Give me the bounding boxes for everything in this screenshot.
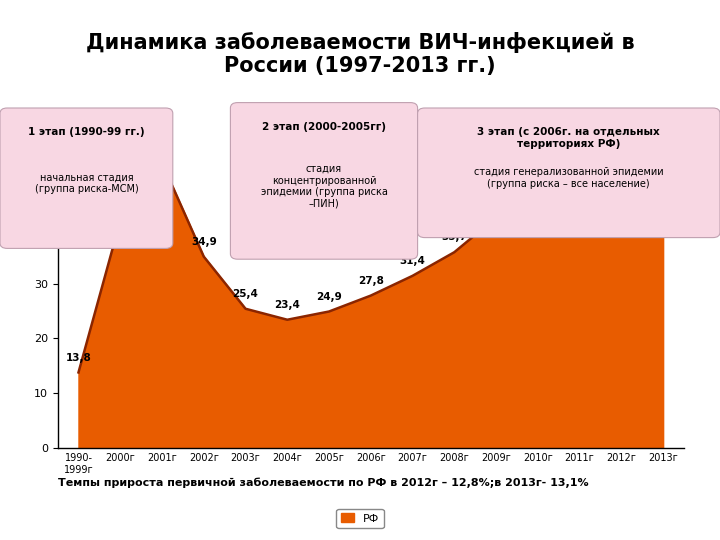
Text: 13,8: 13,8 xyxy=(66,353,91,362)
Text: начальная стадия
(группа риска-МСМ): начальная стадия (группа риска-МСМ) xyxy=(35,173,138,194)
Text: 2 этап (2000-2005гг): 2 этап (2000-2005гг) xyxy=(262,122,386,132)
Text: 48,8: 48,8 xyxy=(608,160,634,171)
Text: 1 этап (1990-99 гг.): 1 этап (1990-99 гг.) xyxy=(28,127,145,137)
Text: 25,4: 25,4 xyxy=(233,289,258,299)
Text: 52: 52 xyxy=(155,143,169,153)
Text: 3 этап (с 2006г. на отдельных
территориях РФ): 3 этап (с 2006г. на отдельных территория… xyxy=(477,127,660,148)
Text: 47: 47 xyxy=(531,170,545,180)
Text: Динамика заболеваемости ВИЧ-инфекцией в
России (1997-2013 гг.): Динамика заболеваемости ВИЧ-инфекцией в … xyxy=(86,32,634,76)
Text: 27,8: 27,8 xyxy=(358,276,384,286)
Text: 31,4: 31,4 xyxy=(400,256,426,266)
Text: 23,4: 23,4 xyxy=(274,300,300,310)
Text: стадия генерализованной эпидемии
(группа риска – все население): стадия генерализованной эпидемии (группа… xyxy=(474,167,664,189)
Text: стадия
концентрированной
эпидемии (группа риска
–ПИН): стадия концентрированной эпидемии (групп… xyxy=(261,164,387,208)
Text: 34,9: 34,9 xyxy=(191,237,217,247)
Text: РФ: РФ xyxy=(670,140,688,150)
Text: 24,9: 24,9 xyxy=(316,292,342,302)
Text: 35,7: 35,7 xyxy=(441,232,467,242)
Text: 41,4: 41,4 xyxy=(107,201,133,211)
Legend: РФ: РФ xyxy=(336,509,384,528)
Text: Темпы прироста первичной заболеваемости по РФ в 2012г – 12,8%;в 2013г- 13,1%: Темпы прироста первичной заболеваемости … xyxy=(58,478,588,488)
Text: 55,2: 55,2 xyxy=(650,125,676,136)
Text: 43,4: 43,4 xyxy=(567,190,593,200)
Text: 42: 42 xyxy=(489,198,503,208)
